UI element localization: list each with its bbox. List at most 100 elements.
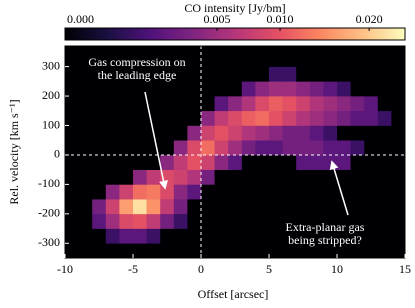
heatmap-cell xyxy=(119,125,134,141)
heatmap-cell xyxy=(173,140,188,156)
heatmap-cell xyxy=(282,243,297,259)
colorbar-segment xyxy=(243,28,247,40)
heatmap-cell xyxy=(173,110,188,126)
x-tick-label: 5 xyxy=(266,262,272,276)
colorbar-segment xyxy=(218,28,222,40)
heatmap-cell xyxy=(160,125,175,141)
heatmap-cell xyxy=(391,140,406,156)
colorbar-segment xyxy=(93,28,97,40)
heatmap-cell xyxy=(173,125,188,141)
colorbar-segment xyxy=(192,28,196,40)
heatmap-cell xyxy=(214,125,229,141)
heatmap-cell xyxy=(92,125,107,141)
heatmap-cell xyxy=(228,184,243,200)
heatmap-cell xyxy=(133,96,147,112)
heatmap-cell xyxy=(133,66,147,82)
heatmap-cell xyxy=(241,66,256,82)
colorbar-segment xyxy=(342,28,346,40)
heatmap-cell xyxy=(201,184,215,200)
heatmap-cell xyxy=(133,110,147,126)
heatmap-cell xyxy=(391,110,406,126)
colorbar-segment xyxy=(283,28,287,40)
heatmap-cell xyxy=(214,184,229,200)
heatmap-cell xyxy=(133,51,147,67)
heatmap-cell xyxy=(119,213,134,229)
heatmap-cell xyxy=(377,140,392,156)
heatmap-cell xyxy=(78,125,93,141)
heatmap-cell xyxy=(160,96,175,112)
colorbar-segment xyxy=(215,28,219,40)
heatmap-cell xyxy=(269,125,283,141)
heatmap-cell xyxy=(350,110,365,126)
heatmap-cell xyxy=(173,199,188,215)
heatmap-cell xyxy=(92,154,107,170)
heatmap-cell xyxy=(214,51,229,67)
colorbar-segment xyxy=(201,28,205,40)
heatmap-cell xyxy=(241,228,256,244)
colorbar-segment xyxy=(294,28,298,40)
annotation: being stripped? xyxy=(288,233,362,247)
heatmap-cell xyxy=(214,96,229,112)
heatmap-cell xyxy=(160,228,175,244)
heatmap-cell xyxy=(201,154,215,170)
heatmap-cell xyxy=(119,81,134,97)
heatmap-cell xyxy=(105,66,120,82)
heatmap-cell xyxy=(269,199,283,215)
heatmap-cell xyxy=(296,96,311,112)
heatmap-cell xyxy=(146,228,161,244)
heatmap-cell xyxy=(214,213,229,229)
heatmap-cell xyxy=(391,66,406,82)
heatmap-cell xyxy=(187,66,202,82)
heatmap-cell xyxy=(337,66,351,82)
colorbar-segment xyxy=(280,28,284,40)
heatmap-cell xyxy=(92,51,107,67)
heatmap-cell xyxy=(337,140,351,156)
colorbar-tick-label: 0.005 xyxy=(204,12,231,26)
heatmap-cell xyxy=(241,169,256,185)
colorbar-segment xyxy=(274,28,278,40)
heatmap-cell xyxy=(187,243,202,259)
heatmap-cell xyxy=(309,51,324,67)
colorbar-segment xyxy=(104,28,108,40)
heatmap-cell xyxy=(364,125,379,141)
heatmap-cell xyxy=(337,199,351,215)
heatmap-cell xyxy=(65,51,79,67)
heatmap-cell xyxy=(282,154,297,170)
colorbar-segment xyxy=(147,28,151,40)
heatmap-cell xyxy=(241,184,256,200)
heatmap-cell xyxy=(323,199,338,215)
heatmap-cell xyxy=(282,169,297,185)
heatmap-cell xyxy=(323,96,338,112)
heatmap-cell xyxy=(337,228,351,244)
heatmap-cell xyxy=(65,125,79,141)
heatmap-cell xyxy=(391,125,406,141)
colorbar-segment xyxy=(76,28,80,40)
heatmap-cell xyxy=(105,243,120,259)
heatmap-cell xyxy=(350,228,365,244)
heatmap-cell xyxy=(65,169,79,185)
colorbar-segment xyxy=(348,28,352,40)
colorbar-segment xyxy=(311,28,315,40)
colorbar-segment xyxy=(351,28,355,40)
heatmap-cell xyxy=(214,228,229,244)
heatmap-cell xyxy=(214,66,229,82)
heatmap-cell xyxy=(214,154,229,170)
colorbar-segment xyxy=(152,28,157,40)
heatmap-cell xyxy=(241,110,256,126)
heatmap-cell xyxy=(377,199,392,215)
heatmap-cell xyxy=(228,213,243,229)
heatmap-cell xyxy=(241,154,256,170)
heatmap-cell xyxy=(78,184,93,200)
heatmap-cell xyxy=(105,154,120,170)
heatmap-cell xyxy=(309,243,324,259)
heatmap-cell xyxy=(65,140,79,156)
heatmap-cell xyxy=(133,213,147,229)
heatmap-cell xyxy=(133,81,147,97)
colorbar-segment xyxy=(237,28,242,40)
y-axis-label: Rel. velocity [km s⁻¹] xyxy=(7,99,21,204)
heatmap-cell xyxy=(228,199,243,215)
colorbar-segment xyxy=(138,28,142,40)
colorbar-segment xyxy=(354,28,358,40)
heatmap-cell xyxy=(105,81,120,97)
